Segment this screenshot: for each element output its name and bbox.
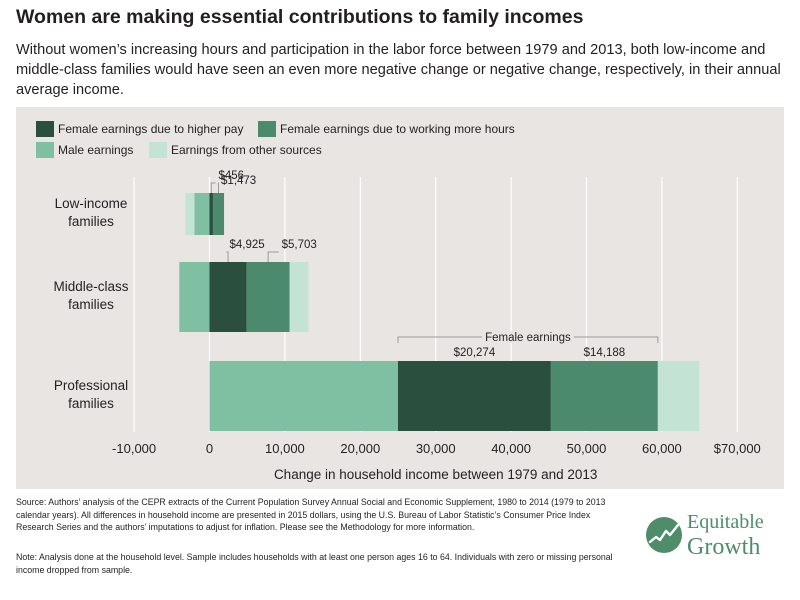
bar-segment (398, 361, 551, 431)
leader-line (210, 182, 216, 193)
chart-panel: Female earnings due to higher pay Female … (16, 107, 784, 489)
category-label: Middle-class (53, 279, 128, 294)
x-tick-label: 20,000 (340, 441, 380, 456)
methodology-note: Note: Analysis done at the household lev… (16, 552, 613, 575)
leader-line (267, 251, 279, 262)
logo-line-2: Growth (687, 534, 761, 560)
data-label: $14,188 (584, 347, 626, 359)
legend-label: Female earnings due to higher pay (58, 122, 243, 136)
category-label: Low-income (55, 196, 128, 211)
bar-segment (209, 361, 398, 431)
bar-segment (209, 262, 247, 332)
bar-segment (185, 193, 195, 235)
legend-swatch (149, 142, 167, 158)
x-tick-label: 60,000 (642, 441, 682, 456)
annotation-label-bg (481, 331, 574, 343)
data-label: $456 (219, 170, 245, 182)
x-tick-label: 0 (206, 441, 213, 456)
leader-line (226, 251, 229, 262)
x-tick-label: 40,000 (491, 441, 531, 456)
legend-swatch (36, 121, 54, 137)
x-tick-label: 50,000 (567, 441, 607, 456)
source-note: Source: Authors’ analysis of the CEPR ex… (16, 497, 606, 532)
bar-segment (657, 361, 700, 431)
bar-segment (550, 361, 658, 431)
chart-svg: Female earnings due to higher pay Female … (36, 121, 761, 482)
annotation-label: Female earnings (485, 332, 571, 344)
category-label: families (68, 396, 114, 411)
x-tick-label: -10,000 (112, 441, 156, 456)
rising-line-chart-icon (646, 517, 682, 553)
category-label: families (68, 214, 114, 229)
category-label: Professional (54, 378, 128, 393)
category-label: families (68, 297, 114, 312)
legend-label: Male earnings (58, 143, 133, 157)
bar-segment (289, 262, 309, 332)
chart-subtitle: Without women’s increasing hours and par… (16, 42, 781, 98)
x-tick-label: 30,000 (416, 441, 456, 456)
bar-segment (179, 262, 210, 332)
bar-segment (246, 262, 290, 332)
x-tick-label: $70,000 (714, 441, 761, 456)
legend-label: Female earnings due to working more hour… (280, 122, 515, 136)
x-tick-label: 10,000 (265, 441, 305, 456)
bar-segment (194, 193, 210, 235)
data-label: $1,473 (221, 175, 256, 187)
x-axis-label: Change in household income between 1979 … (274, 467, 598, 482)
legend-swatch (258, 121, 276, 137)
data-label: $5,703 (282, 239, 317, 251)
bar-segment (212, 193, 225, 235)
chart-title: Women are making essential contributions… (16, 6, 584, 28)
legend-label: Earnings from other sources (171, 143, 322, 157)
equitable-growth-logo: Equitable Growth (645, 510, 795, 570)
data-label: $20,274 (454, 347, 496, 359)
bar-segment (209, 193, 213, 235)
data-label: $4,925 (230, 239, 265, 251)
legend-swatch (36, 142, 54, 158)
logo-line-1: Equitable (687, 511, 764, 533)
